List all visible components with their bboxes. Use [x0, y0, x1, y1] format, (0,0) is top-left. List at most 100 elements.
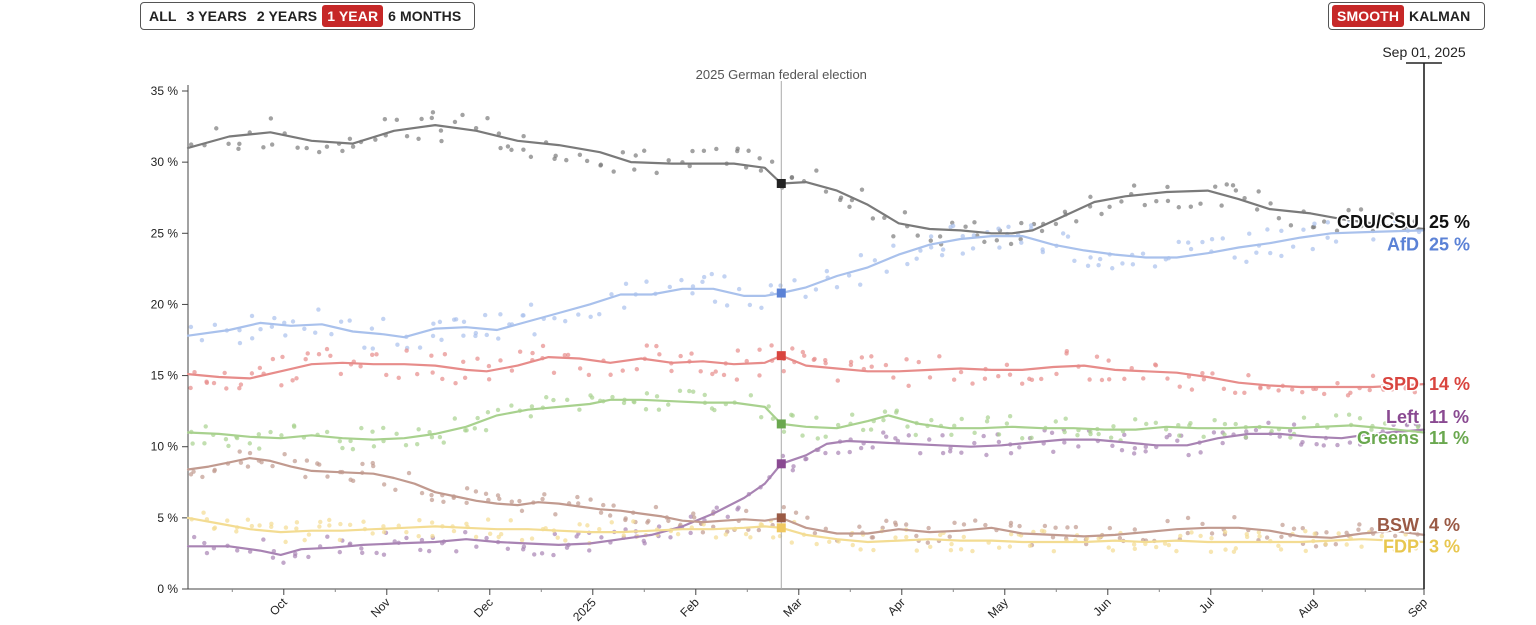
- poll-dot: [317, 462, 322, 467]
- range-1-year-button[interactable]: 1 YEAR: [322, 5, 384, 27]
- poll-dot: [496, 336, 501, 341]
- poll-dot: [442, 352, 448, 357]
- poll-dot: [1007, 414, 1013, 419]
- poll-dot: [325, 474, 330, 479]
- poll-dot: [498, 312, 503, 317]
- poll-dot: [1122, 432, 1127, 438]
- poll-dot: [958, 369, 964, 375]
- poll-dot: [1185, 530, 1191, 536]
- poll-dot: [1119, 448, 1125, 453]
- poll-dot: [1165, 518, 1170, 524]
- poll-dot: [304, 145, 309, 151]
- poll-dot: [678, 353, 683, 359]
- poll-dot: [237, 386, 242, 391]
- election-marker: [776, 523, 786, 533]
- poll-dot: [317, 524, 322, 529]
- x-tick-label: Jul: [1196, 595, 1217, 616]
- poll-dot: [563, 318, 568, 324]
- poll-dot: [347, 522, 353, 528]
- poll-dot: [1392, 547, 1397, 552]
- poll-dot: [532, 552, 537, 557]
- poll-dot: [1129, 366, 1134, 371]
- poll-dot: [597, 527, 602, 532]
- poll-dot: [588, 393, 593, 398]
- poll-dot: [485, 410, 491, 415]
- poll-dot: [292, 458, 298, 464]
- poll-dot: [949, 432, 954, 437]
- poll-dot: [748, 535, 753, 540]
- range-2-years-button[interactable]: 2 YEARS: [256, 8, 318, 24]
- poll-dot: [972, 440, 977, 446]
- election-marker: [776, 351, 786, 361]
- poll-dot: [282, 452, 287, 457]
- poll-dot: [926, 525, 931, 531]
- poll-dot: [485, 517, 491, 522]
- y-tick-label: 10 %: [151, 440, 179, 454]
- smooth-button[interactable]: SMOOTH: [1332, 5, 1405, 27]
- poll-dot: [721, 372, 727, 378]
- kalman-button[interactable]: KALMAN: [1409, 8, 1471, 24]
- poll-dot: [283, 539, 288, 545]
- poll-dot: [1393, 219, 1398, 224]
- poll-dot: [1107, 525, 1113, 531]
- poll-dot: [1198, 533, 1203, 539]
- end-label-name: Left: [1386, 407, 1419, 427]
- poll-dot: [225, 518, 230, 523]
- poll-dot: [1154, 198, 1159, 204]
- poll-dot: [360, 550, 365, 556]
- poll-dot: [835, 378, 840, 383]
- poll-dot: [1132, 445, 1138, 451]
- poll-dot: [736, 286, 742, 292]
- poll-dot: [520, 313, 525, 318]
- poll-dot: [814, 415, 819, 420]
- poll-dot: [882, 215, 887, 220]
- poll-dot: [1344, 530, 1349, 535]
- poll-dot: [1140, 251, 1146, 256]
- poll-dot: [1222, 529, 1228, 535]
- poll-dot: [724, 303, 730, 308]
- poll-dot: [1290, 387, 1295, 392]
- poll-dot: [657, 352, 662, 357]
- poll-dot: [245, 464, 251, 469]
- poll-dot: [552, 156, 557, 161]
- x-tick-label: Sep: [1405, 595, 1430, 620]
- poll-dot: [1108, 435, 1114, 440]
- poll-dot: [791, 464, 796, 469]
- poll-dot: [294, 526, 299, 531]
- poll-dot: [259, 459, 264, 465]
- poll-dot: [620, 150, 626, 155]
- poll-dot: [1177, 433, 1182, 438]
- poll-dot: [302, 326, 307, 332]
- end-label-value: 25 %: [1429, 212, 1470, 232]
- poll-dot: [430, 110, 436, 115]
- poll-dot: [359, 425, 364, 431]
- poll-dot: [611, 169, 616, 174]
- poll-dot: [268, 116, 274, 121]
- poll-dot: [1142, 202, 1147, 208]
- poll-dot: [1301, 415, 1307, 420]
- poll-dot: [404, 134, 410, 139]
- election-marker: [776, 459, 786, 469]
- poll-dot: [214, 126, 219, 131]
- range-3-years-button[interactable]: 3 YEARS: [186, 8, 247, 24]
- poll-dot: [756, 527, 762, 533]
- range-6-months-button[interactable]: 6 MONTHS: [388, 8, 462, 24]
- end-label-value: 3 %: [1429, 536, 1460, 556]
- range-all-button[interactable]: ALL: [149, 8, 177, 24]
- poll-dot: [212, 525, 218, 530]
- poll-dot: [607, 513, 613, 518]
- poll-dot: [1110, 266, 1115, 271]
- poll-dot: [1153, 420, 1159, 425]
- poll-dot: [327, 517, 332, 523]
- poll-dot: [725, 514, 730, 520]
- poll-dot: [735, 507, 740, 512]
- poll-dot: [891, 375, 896, 380]
- poll-dot: [1223, 547, 1228, 552]
- poll-dot: [1143, 449, 1148, 454]
- poll-dot: [906, 433, 911, 438]
- poll-dot: [304, 458, 310, 463]
- poll-dot: [712, 299, 718, 304]
- poll-dot: [460, 112, 465, 118]
- poll-dot: [1188, 204, 1194, 209]
- poll-dot: [487, 531, 493, 537]
